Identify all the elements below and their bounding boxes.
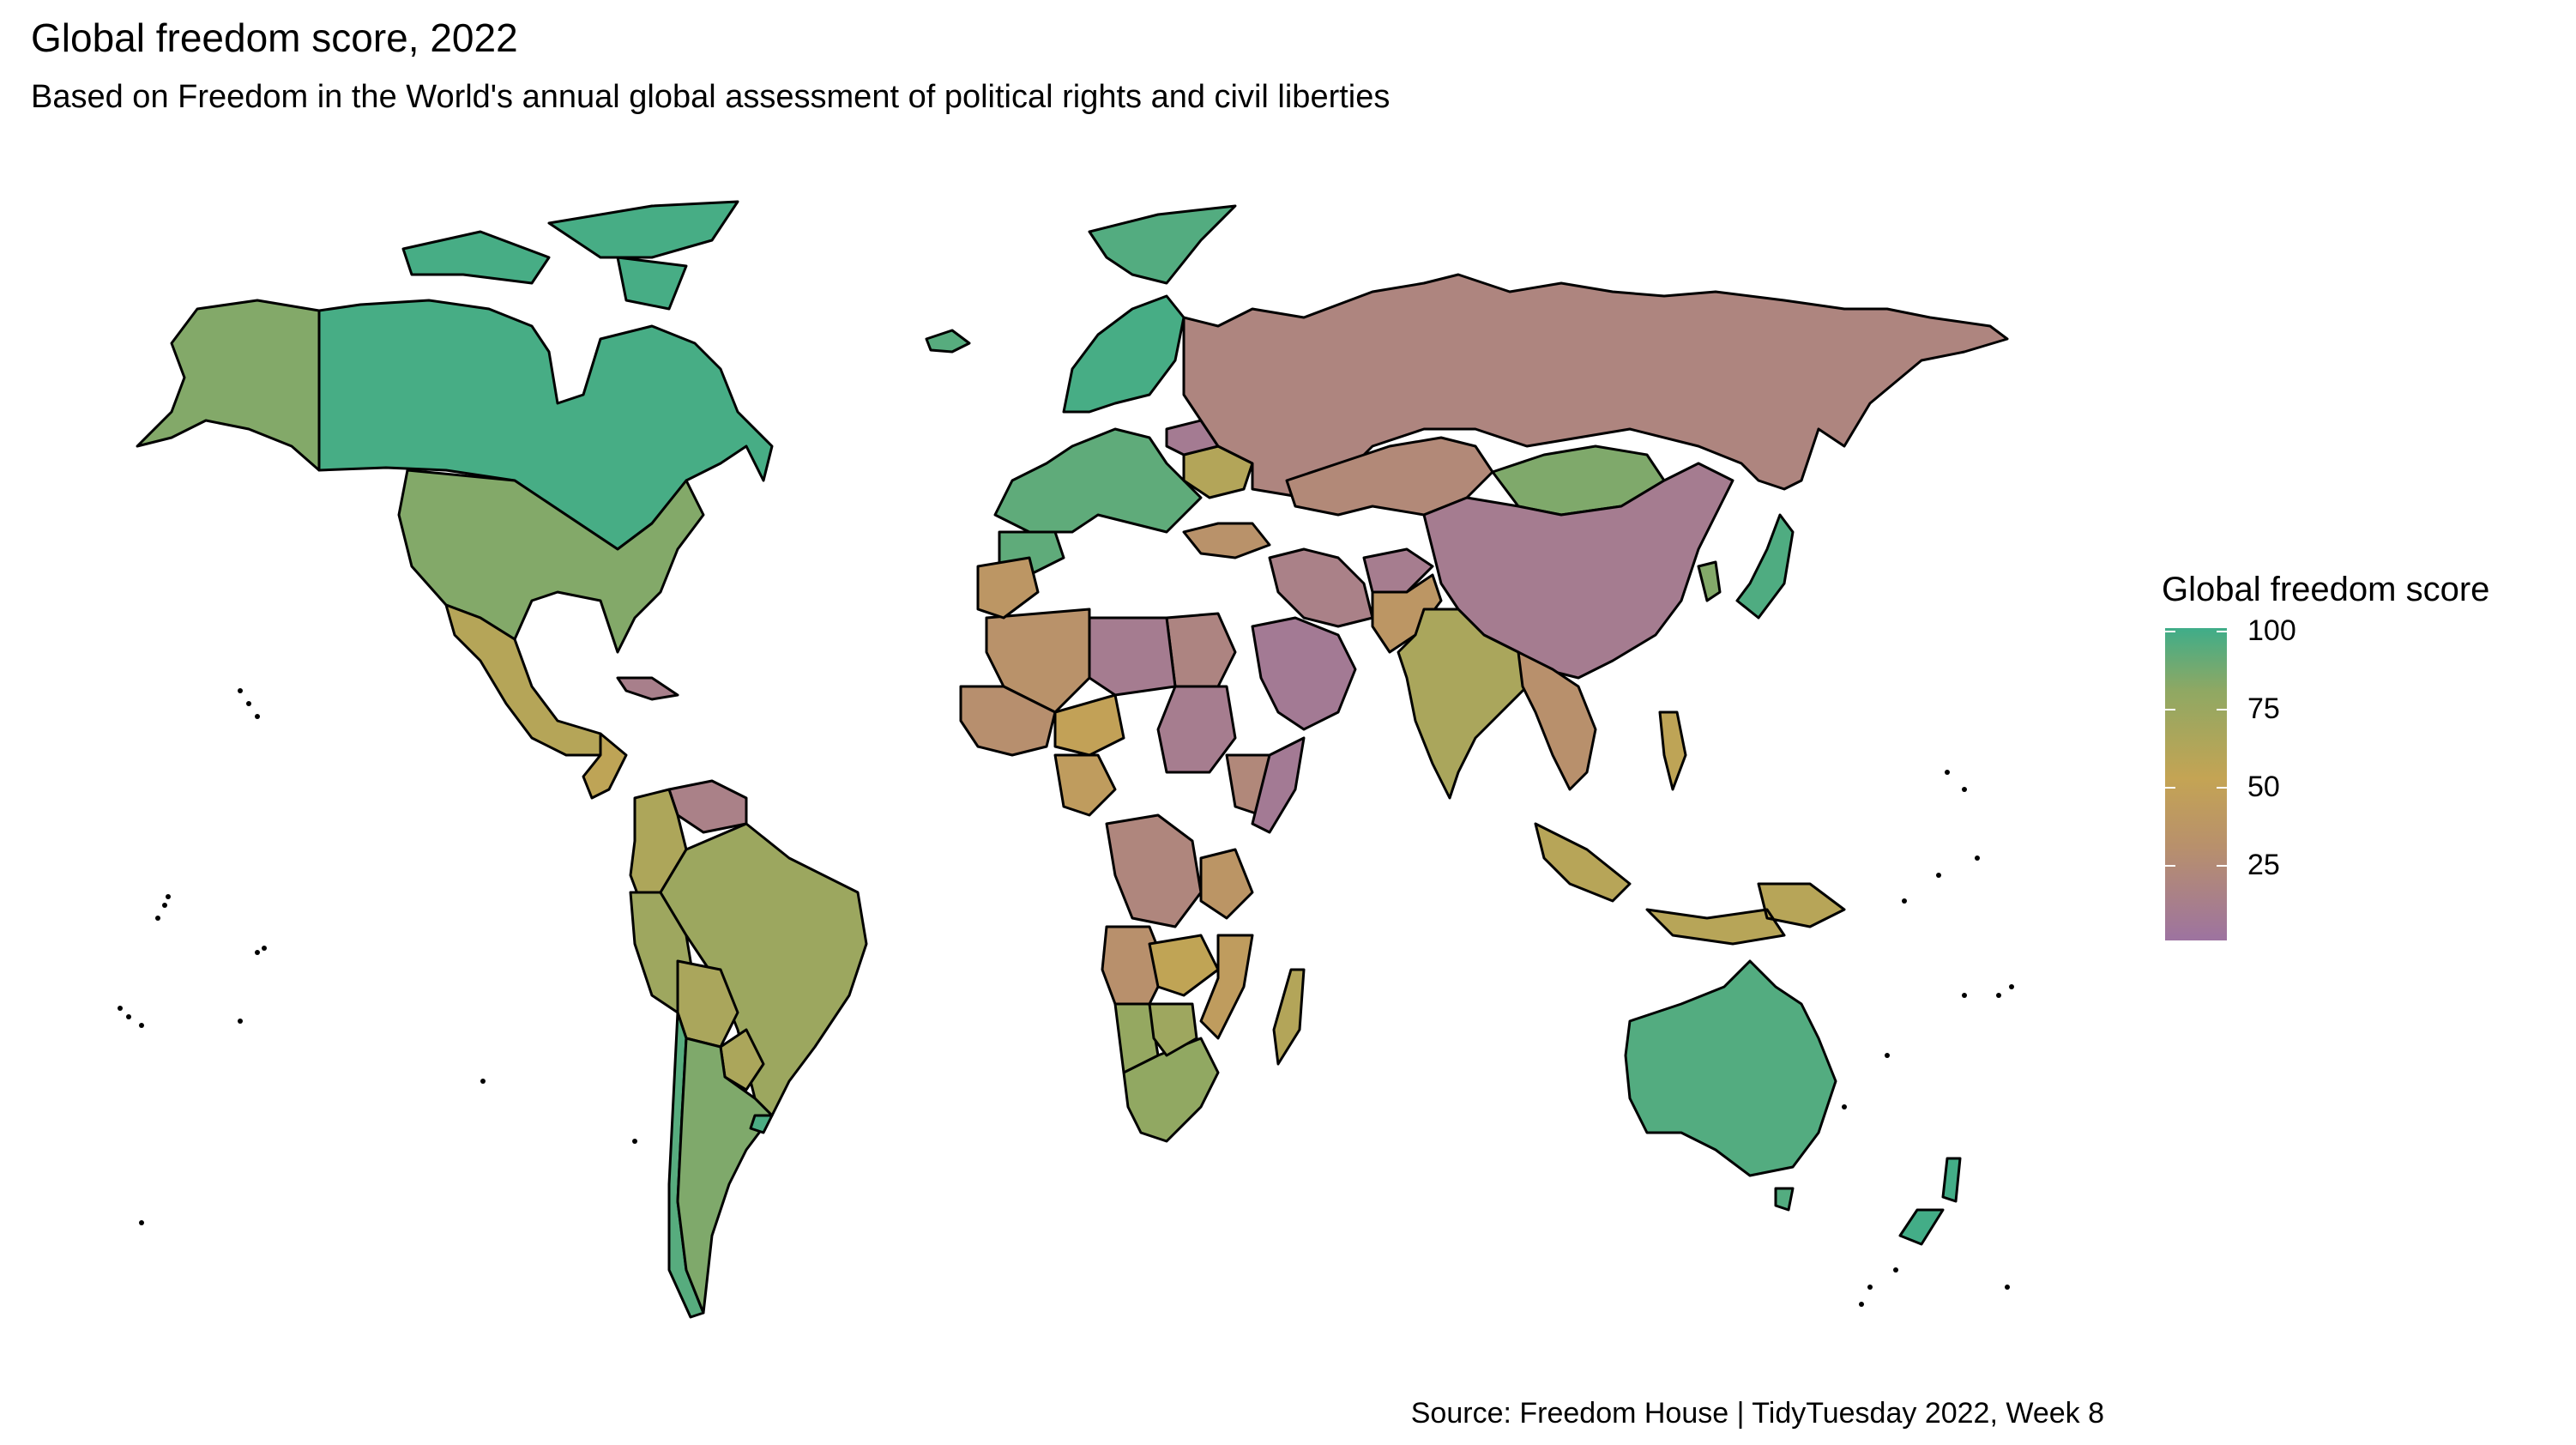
legend-tick-label: 100 [2247,614,2296,647]
island-dot [632,1139,637,1144]
island-dot [2009,984,2014,989]
country-region [1517,650,1597,791]
country-region [136,299,321,472]
island-dot [1893,1267,1898,1273]
country-region [749,1114,774,1134]
island-dot [1902,898,1907,904]
country-region [1105,813,1203,928]
country-region [1053,753,1117,817]
country-region [1148,934,1220,997]
country-region [1088,616,1177,697]
legend-tick-label: 50 [2247,771,2280,803]
island-dot [118,1006,123,1011]
island-dot [255,714,260,719]
legend-color-bar [2165,628,2227,940]
country-region [1397,608,1529,800]
map-title: Global freedom score, 2022 [31,15,518,60]
country-region [993,427,1203,577]
country-region [1156,685,1237,774]
island-dot [162,903,167,908]
legend-tick-mark [2217,709,2227,710]
country-region [1251,736,1306,834]
island-dot [155,916,160,921]
country-region [1199,934,1254,1040]
country-region [1898,1157,1962,1246]
country-region [1362,547,1434,594]
island-dot [1962,787,1967,792]
island-dot [2005,1285,2010,1290]
country-region [1199,848,1254,920]
country-region [676,1037,774,1315]
legend-tick-mark [2217,787,2227,789]
island-dot [1975,856,1980,861]
country-region [1088,204,1237,285]
island-dot [1996,993,2001,998]
country-region [1285,436,1494,517]
legend-tick-label: 75 [2247,692,2280,725]
legend-tick-mark [2217,631,2227,632]
map-subtitle: Based on Freedom in the World's annual g… [31,79,1391,115]
country-region [1272,968,1306,1066]
country-region [1053,693,1125,757]
country-region [1735,513,1795,620]
island-dot [262,946,267,951]
island-dot [1867,1285,1873,1290]
island-dot [238,688,243,693]
country-region [1624,959,1837,1212]
island-dot [238,1019,243,1024]
country-region [1658,710,1687,791]
country-region [659,822,868,1117]
source-caption: Source: Freedom House | TidyTuesday 2022… [1410,1397,2104,1430]
country-region [1697,560,1722,602]
country-region [925,329,971,354]
island-dot [166,894,171,899]
island-dot [139,1023,144,1028]
country-region [1165,612,1237,688]
country-region [1534,822,1846,946]
legend-tick-mark [2165,865,2175,867]
country-region [959,685,1057,757]
legend-tick-mark [2165,709,2175,710]
island-dot [1936,873,1941,878]
legend-tick-mark [2165,787,2175,789]
legend-tick-mark [2165,631,2175,632]
country-region [1268,547,1374,628]
island-dot [1859,1302,1864,1307]
island-dot [255,950,260,955]
island-dot [1945,770,1950,775]
island-dot [1842,1104,1847,1109]
island-dot [126,1014,131,1019]
country-region [1148,1002,1198,1057]
country-region [976,556,1040,620]
island-dot [1962,993,1967,998]
legend-title: Global freedom score [2162,571,2490,608]
legend-tick-label: 25 [2247,849,2280,881]
country-region [444,603,602,757]
island-dot [246,701,251,706]
country-region [1182,522,1271,559]
island-dot [139,1220,144,1225]
legend-tick-mark [2217,865,2227,867]
country-region [616,676,679,701]
country-region [1251,616,1357,731]
island-dot [480,1079,486,1084]
country-region [317,200,774,551]
island-dot [1885,1053,1890,1058]
country-region [1062,294,1185,414]
country-region [582,732,628,800]
